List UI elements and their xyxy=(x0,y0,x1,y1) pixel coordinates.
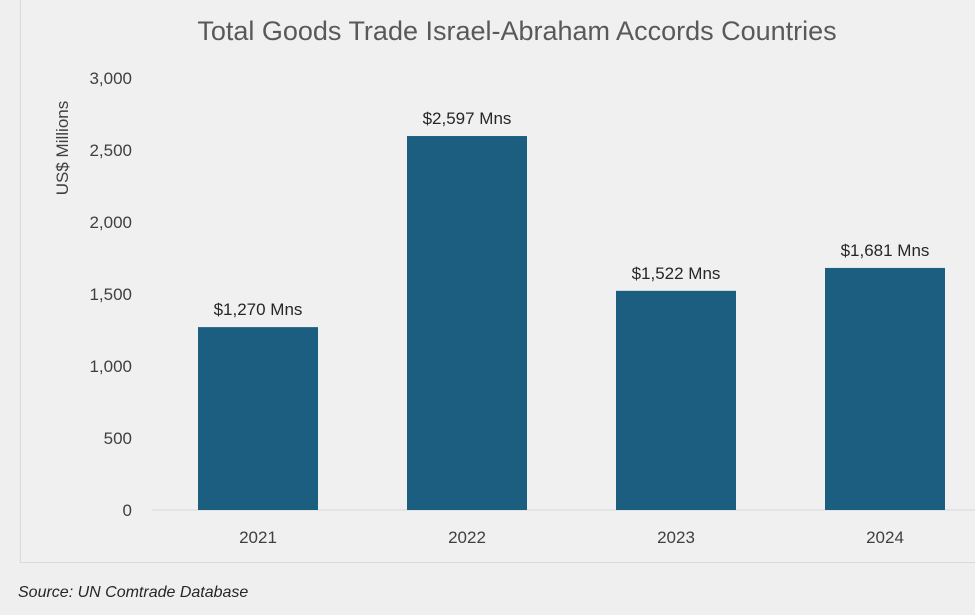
data-label-2023: $1,522 Mns xyxy=(632,264,721,283)
x-axis-ticks: 2021 2022 2023 2024 xyxy=(239,528,904,547)
data-label-2022: $2,597 Mns xyxy=(423,109,512,128)
y-tick-label: 0 xyxy=(123,501,132,520)
x-tick-label-2024: 2024 xyxy=(866,528,904,547)
chart-title: Total Goods Trade Israel-Abraham Accords… xyxy=(197,16,836,46)
bar-2024 xyxy=(825,267,945,510)
bar-2022 xyxy=(407,136,527,511)
bars-group xyxy=(198,136,945,511)
x-tick-label-2022: 2022 xyxy=(448,528,486,547)
y-axis-title: US$ Millions xyxy=(53,101,72,195)
x-tick-label-2023: 2023 xyxy=(657,528,695,547)
y-tick-label: 500 xyxy=(104,429,132,448)
data-label-2021: $1,270 Mns xyxy=(214,300,303,319)
y-tick-label: 2,000 xyxy=(89,213,132,232)
y-tick-label: 1,500 xyxy=(89,285,132,304)
source-note: Source: UN Comtrade Database xyxy=(18,584,249,601)
y-tick-label: 2,500 xyxy=(89,141,132,160)
bar-chart: Total Goods Trade Israel-Abraham Accords… xyxy=(53,16,975,547)
x-tick-label-2021: 2021 xyxy=(239,528,277,547)
data-label-2024: $1,681 Mns xyxy=(841,241,930,260)
bar-2023 xyxy=(616,290,736,510)
y-tick-label: 3,000 xyxy=(89,69,132,88)
bar-2021 xyxy=(198,327,318,510)
y-axis-ticks: 0 500 1,000 1,500 2,000 2,500 3,000 xyxy=(89,69,132,520)
y-tick-label: 1,000 xyxy=(89,357,132,376)
data-labels-group: $1,270 Mns $2,597 Mns $1,522 Mns $1,681 Mns xyxy=(214,109,930,319)
